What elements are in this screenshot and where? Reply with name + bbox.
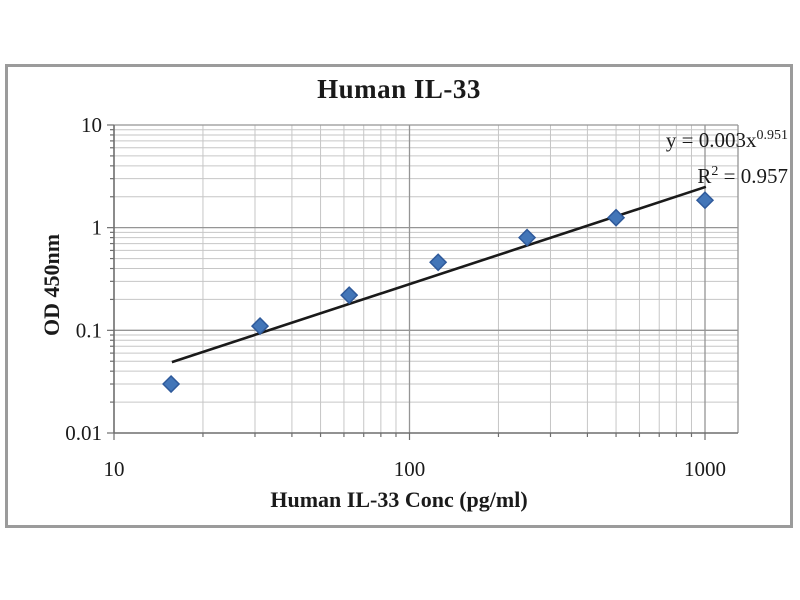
x-tick-label: 100 (394, 457, 426, 481)
x-tick-label: 1000 (684, 457, 726, 481)
data-point (429, 253, 448, 272)
r-squared: R2 = 0.957 (666, 156, 788, 192)
equation-base: y = 0.003x (665, 128, 757, 152)
r-squared-label: R (697, 164, 712, 188)
data-point (250, 317, 270, 336)
trendline-annotation: y = 0.003x0.951 R2 = 0.957 (666, 120, 788, 192)
data-point (340, 286, 359, 305)
y-tick-label: 0.01 (65, 421, 102, 445)
y-axis-title: OD 450nm (39, 233, 64, 337)
data-point (695, 191, 715, 210)
data-point (518, 228, 537, 247)
data-point (606, 208, 626, 227)
x-axis-title: Human IL-33 Conc (pg/ml) (270, 487, 528, 512)
y-tick-label: 1 (92, 216, 103, 240)
equation-exponent: 0.951 (756, 128, 789, 143)
r-squared-sup: 2 (711, 164, 719, 179)
y-tick-label: 10 (81, 113, 102, 137)
chart-frame (5, 64, 793, 528)
x-tick-label: 10 (104, 457, 125, 481)
data-point (162, 374, 181, 394)
trendline-equation: y = 0.003x0.951 (666, 120, 788, 156)
r-squared-value: = 0.957 (718, 164, 788, 188)
chart-title: Human IL-33 (317, 74, 481, 104)
y-tick-label: 0.1 (76, 318, 102, 342)
